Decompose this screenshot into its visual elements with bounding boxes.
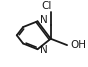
- Text: N: N: [40, 45, 48, 55]
- Text: OH: OH: [71, 40, 87, 50]
- Text: N: N: [40, 15, 48, 25]
- Text: Cl: Cl: [41, 1, 51, 11]
